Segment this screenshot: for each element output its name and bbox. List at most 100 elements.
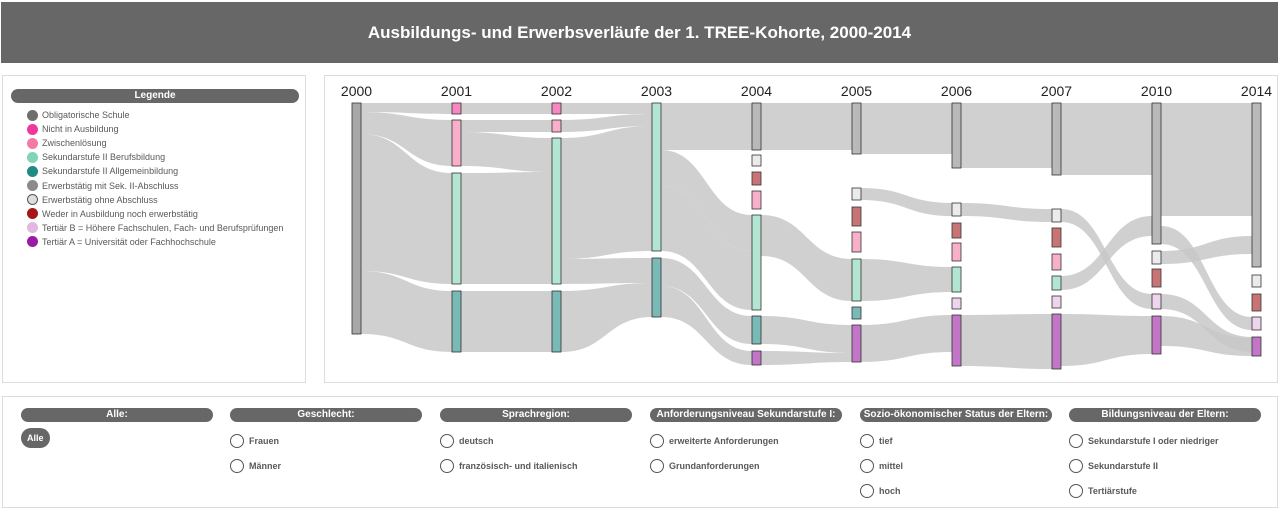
state-node[interactable] [551,102,562,115]
state-node[interactable] [851,324,862,363]
filter-option[interactable]: französisch- und italienisch [440,453,632,478]
state-node[interactable] [951,297,962,310]
flow-link[interactable] [861,315,952,362]
state-node[interactable] [451,290,462,353]
state-node[interactable] [1251,293,1262,312]
state-node[interactable] [1051,253,1062,271]
state-node[interactable] [751,102,762,151]
flow-link[interactable] [561,103,652,114]
flow-link[interactable] [961,314,1052,369]
flow-link[interactable] [461,291,552,352]
flow-link[interactable] [361,271,452,352]
filter-option[interactable]: Tertiärstufe [1069,478,1261,503]
flow-link[interactable] [761,351,852,365]
flow-link[interactable] [1161,226,1252,330]
flow-link[interactable] [1161,316,1252,356]
radio-button[interactable] [440,433,454,448]
state-node[interactable] [551,137,562,285]
radio-button[interactable] [1069,458,1083,473]
flow-link[interactable] [461,172,552,284]
state-node[interactable] [1151,293,1162,310]
flow-link[interactable] [861,103,952,154]
state-node[interactable] [851,258,862,302]
radio-button[interactable] [230,433,244,448]
state-node[interactable] [1151,268,1162,288]
flow-link[interactable] [561,283,652,352]
state-node[interactable] [1151,250,1162,265]
radio-button[interactable] [860,433,874,448]
state-node[interactable] [751,350,762,366]
flow-link[interactable] [1061,216,1152,290]
state-node[interactable] [951,102,962,169]
state-node[interactable] [951,222,962,239]
state-node[interactable] [751,154,762,167]
filter-option[interactable]: Frauen [230,428,422,453]
flow-link[interactable] [561,258,652,284]
state-node[interactable] [1251,274,1262,288]
flow-link[interactable] [461,120,552,132]
flow-link[interactable] [661,286,752,365]
flow-link[interactable] [1061,314,1152,366]
filter-option[interactable]: hoch [860,478,1052,503]
flow-link[interactable] [1161,236,1252,264]
state-node[interactable] [1151,315,1162,355]
state-node[interactable] [951,242,962,262]
state-node[interactable] [851,231,862,253]
flow-link[interactable] [561,126,652,259]
state-node[interactable] [951,314,962,367]
state-node[interactable] [1051,313,1062,370]
state-node[interactable] [651,102,662,252]
flow-link[interactable] [1161,103,1252,216]
state-node[interactable] [951,202,962,217]
flow-link[interactable] [661,186,752,310]
state-node[interactable] [551,119,562,133]
state-node[interactable] [451,172,462,285]
flow-link[interactable] [961,103,1052,168]
filter-option[interactable]: Sekundarstufe II [1069,453,1261,478]
radio-button[interactable] [860,458,874,473]
state-node[interactable] [851,306,862,320]
state-node[interactable] [451,102,462,115]
radio-button[interactable] [230,458,244,473]
state-node[interactable] [551,290,562,353]
state-node[interactable] [751,190,762,210]
flow-link[interactable] [1061,103,1152,175]
state-node[interactable] [1151,102,1162,245]
state-node[interactable] [1051,275,1062,291]
flow-link[interactable] [461,132,552,172]
flow-link[interactable] [361,103,452,114]
state-node[interactable] [751,171,762,186]
radio-button[interactable] [440,458,454,473]
state-node[interactable] [751,214,762,311]
filter-option[interactable]: tief [860,428,1052,453]
flow-link[interactable] [661,103,752,150]
flow-link[interactable] [361,134,452,284]
state-node[interactable] [451,119,462,167]
state-node[interactable] [1251,336,1262,357]
filter-option[interactable]: mittel [860,453,1052,478]
flow-link[interactable] [861,188,952,216]
flow-link[interactable] [961,203,1052,222]
state-node[interactable] [651,257,662,318]
state-node[interactable] [851,102,862,155]
state-node[interactable] [1251,102,1262,268]
state-node[interactable] [1051,208,1062,223]
flow-link[interactable] [761,215,852,301]
filter-option[interactable]: Sekundarstufe I oder niedriger [1069,428,1261,453]
flow-link[interactable] [561,114,652,132]
filter-option[interactable]: erweiterte Anforderungen [650,428,842,453]
radio-button[interactable] [650,458,664,473]
flow-link[interactable] [661,150,752,251]
alle-button[interactable]: Alle [21,428,50,448]
filter-option[interactable]: Grundanforderungen [650,453,842,478]
state-node[interactable] [851,187,862,201]
flow-link[interactable] [761,103,852,150]
flow-link[interactable] [461,103,552,114]
state-node[interactable] [1051,295,1062,309]
state-node[interactable] [951,266,962,293]
flow-link[interactable] [761,316,852,353]
radio-button[interactable] [650,433,664,448]
state-node[interactable] [751,315,762,345]
radio-button[interactable] [1069,433,1083,448]
state-node[interactable] [1051,102,1062,176]
